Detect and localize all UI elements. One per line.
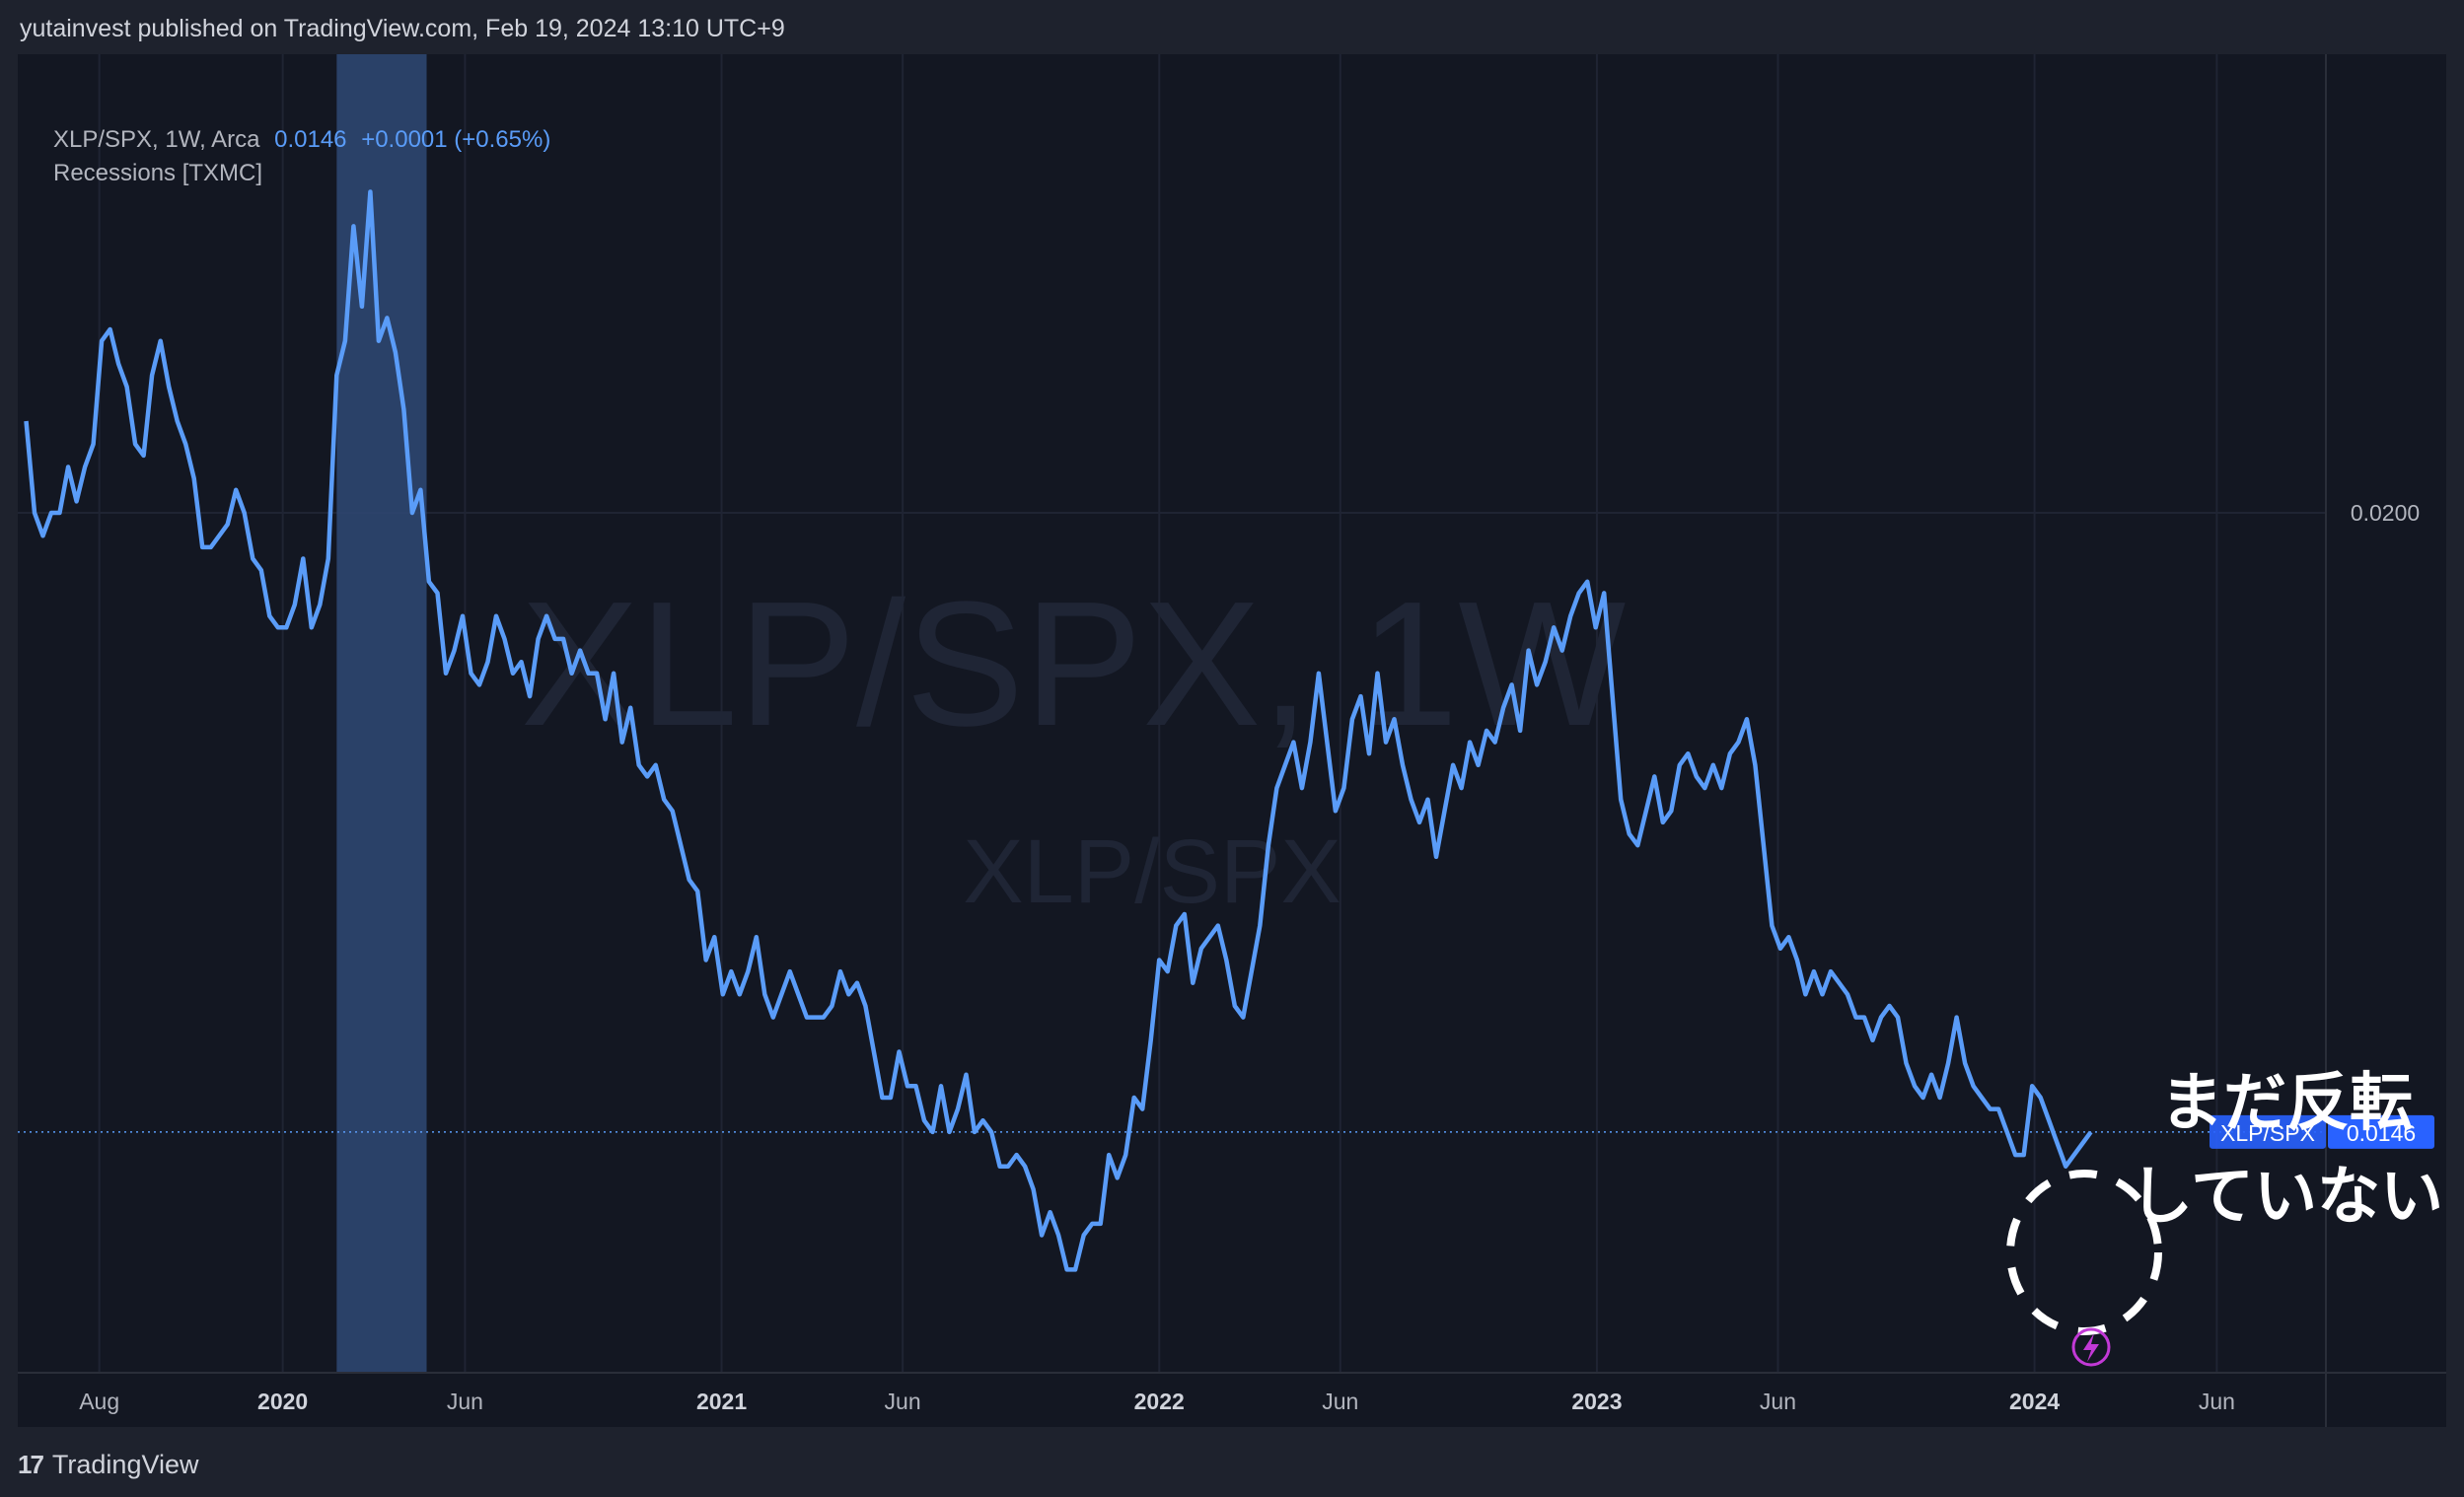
price-label-name: XLP/SPX [2220,1120,2315,1146]
price-label-value: 0.0146 [2347,1120,2416,1146]
legend-series-row[interactable]: XLP/SPX, 1W, Arca 0.0146 +0.0001 (+0.65%… [53,123,550,157]
time-tick-label: Jun [2199,1389,2235,1414]
footer: 17 TradingView [18,1440,199,1489]
tradingview-logo-icon: 17 [18,1450,44,1479]
watermark-small: XLP/SPX [963,821,1341,922]
time-tick-label: 2023 [1571,1389,1622,1414]
watermark-large: XLP/SPX, 1W [521,565,1627,763]
chart-panel[interactable]: XLP/SPX, 1W XLP/SPX 0.0200 Aug 2020 Jun 202… [18,54,2446,1427]
time-axis[interactable]: Aug 2020 Jun 2021 Jun 2022 Jun 2023 Jun 2024 Jun [79,1389,2235,1414]
time-tick-label: Aug [79,1389,119,1414]
footer-brand[interactable]: TradingView [51,1450,199,1479]
time-tick-label: 2024 [2009,1389,2060,1414]
chart-canvas[interactable]: XLP/SPX, 1W XLP/SPX 0.0200 Aug 2020 Jun 202… [18,54,2446,1427]
time-tick-label: 2020 [257,1389,308,1414]
legend-indicator[interactable]: Recessions [TXMC] [53,160,263,186]
time-tick-label: Jun [1322,1389,1358,1414]
price-axis[interactable]: 0.0200 [2351,500,2420,526]
publish-info: yutainvest published on TradingView.com,… [0,0,2464,57]
legend-change: +0.0001 (+0.65%) [361,126,551,153]
time-tick-label: Jun [885,1389,921,1414]
chart-legend: XLP/SPX, 1W, Arca 0.0146 +0.0001 (+0.65%… [53,123,550,190]
legend-symbol[interactable]: XLP/SPX, 1W, Arca [53,126,260,153]
time-tick-label: Jun [447,1389,483,1414]
annotation-line2: していない [2130,1161,2443,1234]
price-label: XLP/SPX 0.0146 [2210,1114,2434,1149]
price-series-line [24,189,2093,1272]
time-tick-label: 2022 [1134,1389,1185,1414]
annotation-line1: まだ反転 [2160,1067,2413,1140]
legend-last-value: 0.0146 [274,126,347,153]
price-tick-label: 0.0200 [2351,500,2420,526]
time-tick-label: 2021 [696,1389,747,1414]
time-tick-label: Jun [1760,1389,1796,1414]
flash-event-icon[interactable] [2071,1327,2111,1367]
